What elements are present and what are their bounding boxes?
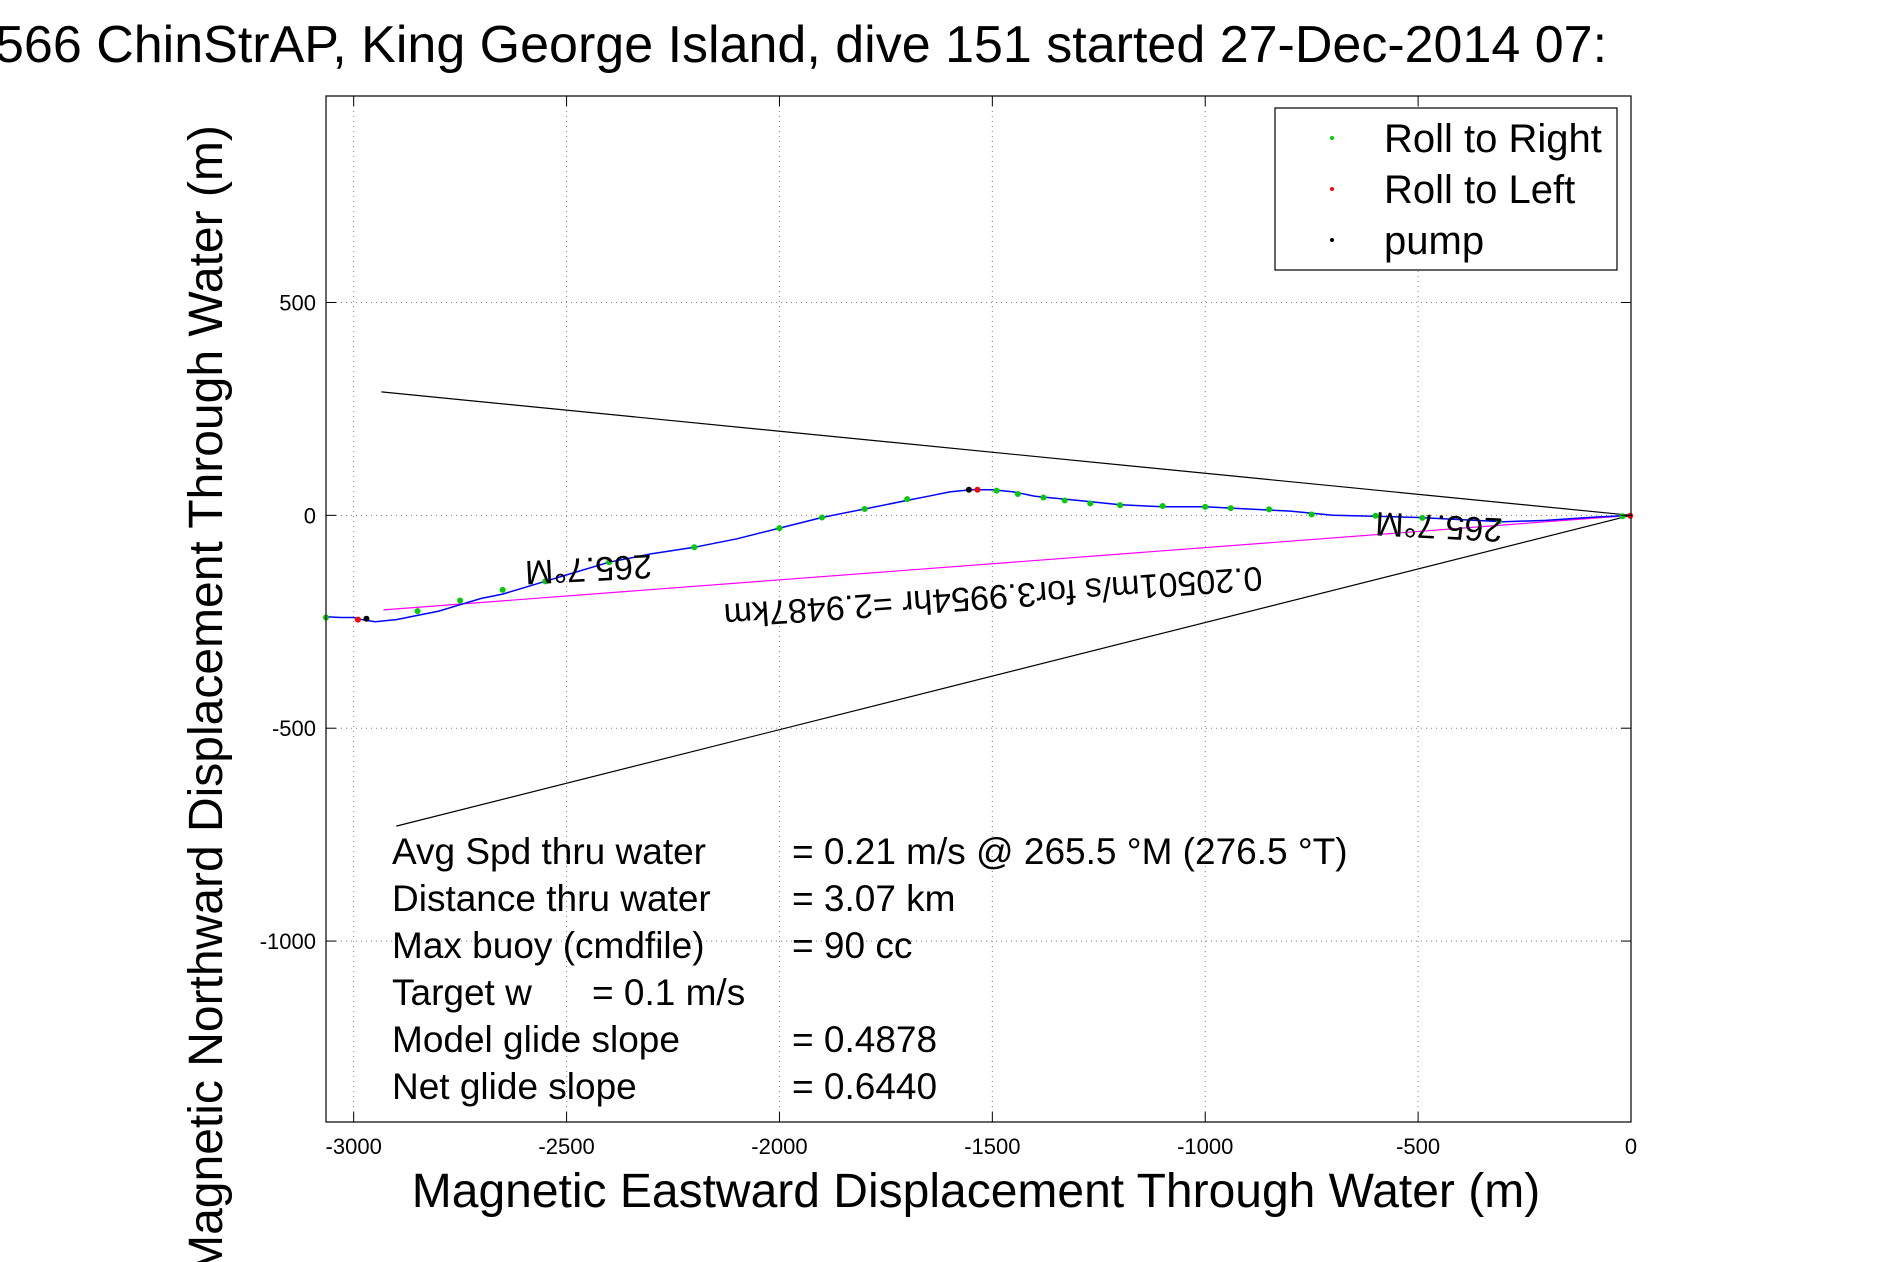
- rotated-annotations: 265.7°M 265.7°M 0.20501m/s for3.9954hr =2.…: [524, 504, 1503, 634]
- roll-right-point: [1496, 518, 1503, 525]
- roll-right-point: [993, 487, 1000, 494]
- stat-value: = 0.21 m/s @ 265.5 °M (276.5 °T): [792, 831, 1348, 872]
- stat-label: Max buoy (cmdfile): [392, 925, 705, 966]
- roll-right-point: [1308, 511, 1315, 518]
- roll-left-point: [354, 616, 361, 623]
- x-tick-label: -1000: [1177, 1134, 1233, 1159]
- roll-right-point: [606, 559, 613, 566]
- roll-right-point: [1159, 502, 1166, 509]
- x-axis-ticks: -3000 -2500 -2000 -1500 -1000 -500 0: [326, 96, 1637, 1159]
- reference-line: [396, 514, 1632, 827]
- roll-right-point: [1087, 500, 1094, 507]
- roll-right-point: [1014, 491, 1021, 498]
- roll-right-point: [1061, 497, 1068, 504]
- stat-value: = 90 cc: [792, 925, 912, 966]
- stat-label: Net glide slope: [392, 1066, 637, 1107]
- reference-line: [383, 514, 1632, 611]
- x-axis-label: Magnetic Eastward Displacement Through W…: [412, 1165, 1540, 1218]
- roll-right-point: [1117, 502, 1124, 509]
- stat-value: = 0.4878: [792, 1019, 937, 1060]
- stat-value: = 0.6440: [792, 1066, 937, 1107]
- roll-right-point: [861, 505, 868, 512]
- roll-right-point: [1619, 513, 1626, 520]
- roll-right-point: [1419, 514, 1426, 521]
- x-tick-label: -2500: [538, 1134, 594, 1159]
- roll-right-point: [819, 514, 826, 521]
- y-tick-label: 500: [279, 290, 316, 315]
- y-axis-ticks: -1000 -500 0 500: [260, 290, 1631, 954]
- pump-point: [965, 486, 972, 493]
- track-line: [325, 489, 1632, 623]
- plot-frame: [325, 95, 1632, 1123]
- legend: Roll to Right Roll to Left pump: [1274, 107, 1618, 271]
- annotation-label: 265.7°M: [1374, 504, 1503, 549]
- x-tick-label: -3000: [326, 1134, 382, 1159]
- stat-label: Target w: [392, 972, 532, 1013]
- roll-points: [323, 486, 1634, 623]
- legend-marker-pump: [1330, 238, 1334, 242]
- reference-lines: [381, 391, 1632, 827]
- roll-right-point: [1266, 506, 1273, 513]
- stat-label: Distance thru water: [392, 878, 711, 919]
- y-tick-label: -500: [272, 716, 316, 741]
- roll-right-point: [1227, 505, 1234, 512]
- x-tick-label: -1500: [964, 1134, 1020, 1159]
- stat-label: Model glide slope: [392, 1019, 680, 1060]
- roll-right-point: [499, 586, 506, 593]
- annotation-label: 265.7°M: [524, 547, 653, 592]
- stat-label: Avg Spd thru water: [392, 831, 706, 872]
- y-tick-label: -1000: [260, 929, 316, 954]
- roll-right-point: [414, 608, 421, 615]
- legend-label-roll-left: Roll to Left: [1384, 168, 1575, 212]
- x-tick-label: 0: [1625, 1134, 1637, 1159]
- legend-marker-roll-left: [1330, 187, 1334, 191]
- legend-label-pump: pump: [1384, 219, 1484, 263]
- roll-right-point: [1040, 494, 1047, 501]
- roll-right-point: [776, 525, 783, 532]
- roll-right-point: [457, 597, 464, 604]
- roll-right-point: [1372, 512, 1379, 519]
- stat-value: = 3.07 km: [792, 878, 956, 919]
- x-tick-label: -2000: [751, 1134, 807, 1159]
- chart-title: 566 ChinStrAP, King George Island, dive …: [0, 16, 1607, 74]
- roll-right-point: [904, 496, 911, 503]
- y-axis-label: Magnetic Northward Displacement Through …: [180, 125, 233, 1262]
- y-tick-label: 0: [304, 503, 316, 528]
- annotation-label: 0.20501m/s for3.9954hr =2.9487km: [723, 559, 1264, 635]
- roll-right-point: [1202, 503, 1209, 510]
- roll-left-point: [974, 486, 981, 493]
- roll-right-point: [542, 578, 549, 585]
- x-tick-label: -500: [1396, 1134, 1440, 1159]
- reference-line: [381, 391, 1632, 516]
- legend-marker-roll-right: [1330, 136, 1334, 140]
- legend-label-roll-right: Roll to Right: [1384, 117, 1602, 161]
- stats-block: Avg Spd thru water = 0.21 m/s @ 265.5 °M …: [392, 831, 1348, 1107]
- roll-right-point: [691, 544, 698, 551]
- pump-point: [363, 615, 370, 622]
- stat-value: = 0.1 m/s: [592, 972, 745, 1013]
